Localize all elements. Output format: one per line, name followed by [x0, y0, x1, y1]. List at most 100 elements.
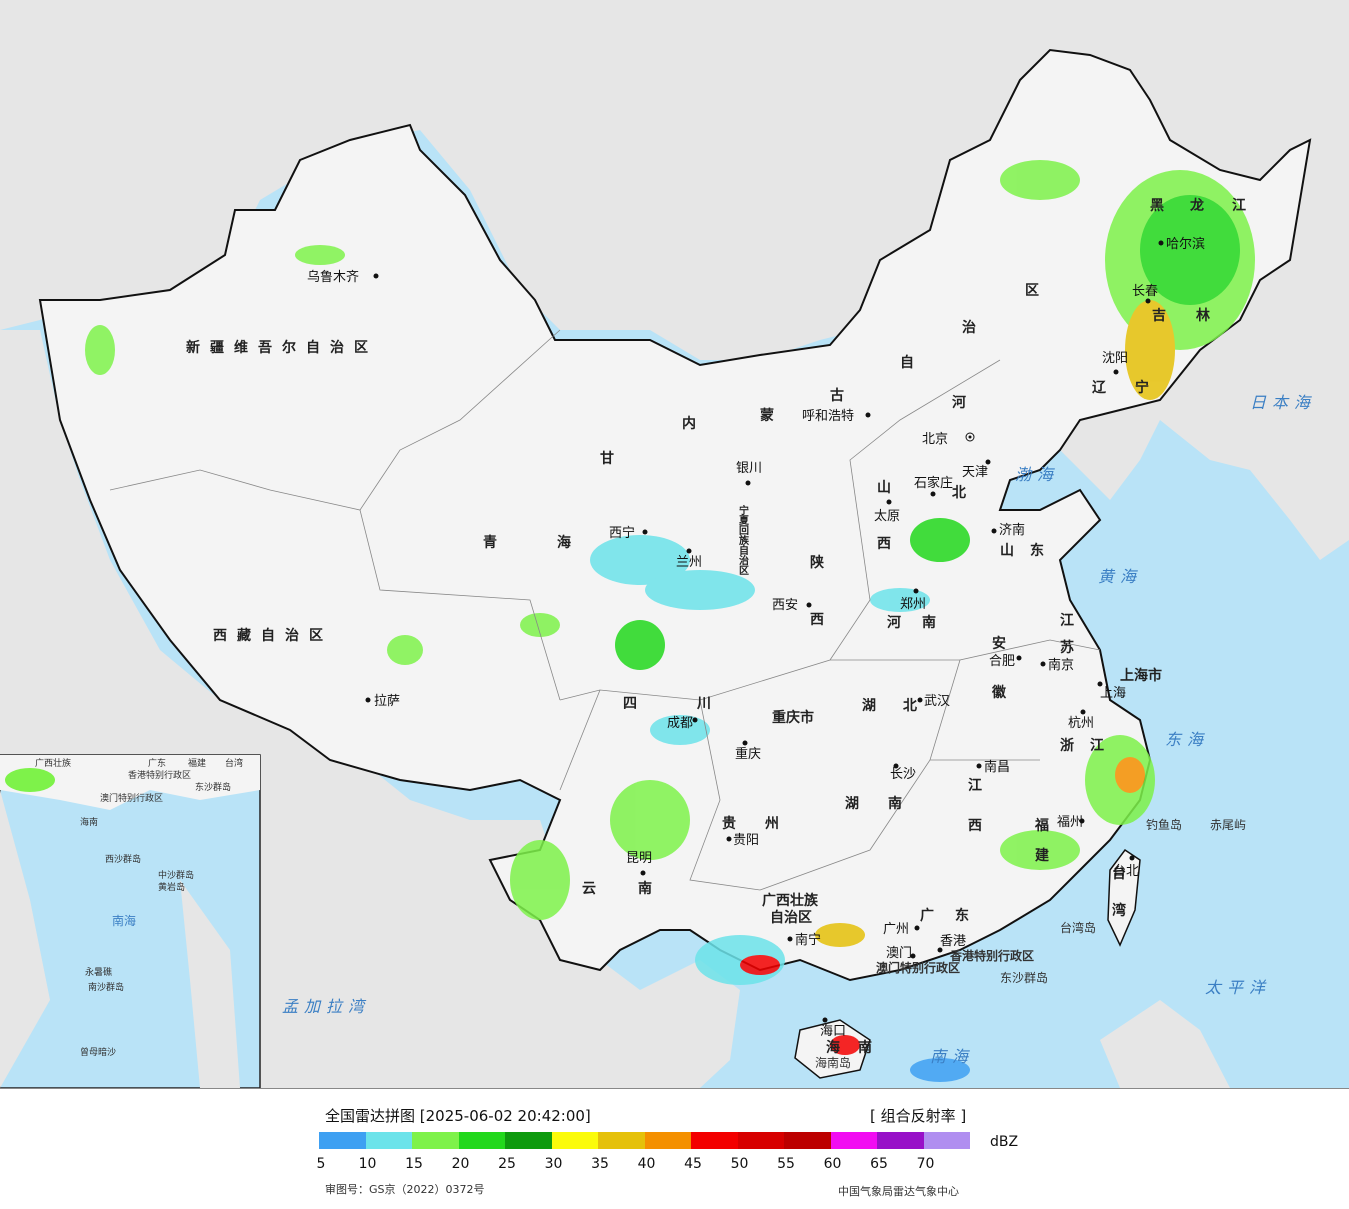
city-changsha: 长沙 — [890, 763, 916, 782]
label-japan-sea: 日本海 — [1250, 393, 1316, 412]
label-ji: 吉 — [1152, 307, 1176, 324]
china-mainland — [38, 48, 1312, 982]
city-lanzhou: 兰州 — [676, 548, 702, 570]
label-gui: 贵 — [722, 815, 746, 832]
city-chengdu: 成都 — [667, 716, 698, 731]
label-an: 安 — [992, 635, 1016, 652]
product-name: [ 组合反射率 ] — [870, 1107, 967, 1125]
svg-text:南海: 南海 — [112, 913, 136, 928]
label-yun: 云 — [582, 881, 606, 897]
label-hai: 海 — [557, 534, 581, 551]
svg-text:永暑礁: 永暑礁 — [85, 966, 112, 978]
label-jiangsu-2: 苏 — [1060, 639, 1084, 656]
svg-text:福建: 福建 — [188, 757, 206, 769]
city-labels: 乌鲁木齐 拉萨 西宁 兰州 银川 呼和浩特 北京 天津 石家庄 太原 济南 郑州… — [307, 236, 1205, 1039]
label-hu2: 湖 — [845, 796, 869, 812]
color-swatch — [644, 1132, 691, 1149]
label-nanhai: 南海 — [930, 1047, 974, 1066]
taiwan-island — [1107, 848, 1141, 947]
svg-text:长春: 长春 — [1132, 284, 1158, 299]
color-swatch — [412, 1132, 459, 1149]
svg-text:曾母暗沙: 曾母暗沙 — [80, 1046, 116, 1058]
label-zizhiqu: 自治区 — [770, 909, 812, 926]
city-jinan: 济南 — [991, 522, 1025, 538]
label-xinjiang: 新疆维吾尔自治区 — [186, 339, 378, 356]
color-swatch — [737, 1132, 784, 1149]
svg-text:海南: 海南 — [80, 816, 98, 828]
city-macau: 澳门 — [886, 945, 916, 961]
city-haikou: 海口 — [820, 1017, 846, 1039]
label-zhou: 州 — [764, 816, 789, 832]
label-henan-2: 南 — [922, 614, 946, 631]
label-diaoyu: 钓鱼岛 — [1146, 817, 1182, 832]
label-macau-sar: 澳门特别行政区 — [876, 960, 960, 975]
color-swatch — [319, 1132, 366, 1149]
label-xizang: 西藏自治区 — [213, 627, 333, 644]
label-nan: 南 — [638, 880, 662, 897]
svg-text:拉萨: 拉萨 — [374, 694, 400, 709]
city-beijing: 北京 — [922, 432, 975, 447]
svg-text:乌鲁木齐: 乌鲁木齐 — [307, 269, 359, 285]
city-harbin: 哈尔滨 — [1158, 236, 1205, 252]
label-meng: 蒙 — [760, 407, 784, 424]
label-chongqing: 重庆市 — [772, 709, 814, 726]
city-taipei: 台北 — [1113, 855, 1139, 879]
city-zhengzhou: 郑州 — [900, 588, 926, 612]
svg-text:贵阳: 贵阳 — [733, 833, 759, 848]
city-wuhan: 武汉 — [917, 694, 950, 709]
scale-tick-label: 55 — [777, 1156, 795, 1172]
svg-text:东沙群岛: 东沙群岛 — [195, 781, 231, 793]
svg-text:杭州: 杭州 — [1068, 716, 1094, 731]
svg-text:郑州: 郑州 — [900, 597, 926, 612]
svg-text:兰州: 兰州 — [676, 555, 702, 570]
city-tianjin: 天津 — [962, 459, 991, 480]
label-hui: 徽 — [991, 684, 1016, 701]
label-zhe: 浙 — [1060, 737, 1084, 754]
svg-text:长沙: 长沙 — [890, 767, 916, 782]
scale-tick-label: 65 — [870, 1156, 888, 1172]
color-swatch — [923, 1132, 970, 1149]
city-yinchuan: 银川 — [736, 461, 762, 486]
city-hohhot: 呼和浩特 — [802, 409, 871, 424]
city-xining: 西宁 — [609, 525, 648, 541]
label-jian: 建 — [1035, 847, 1059, 864]
color-swatch — [691, 1132, 738, 1149]
label-hainan-1: 海 — [826, 1039, 850, 1056]
scale-tick-label: 20 — [451, 1156, 470, 1172]
scale-tick-label: 50 — [730, 1156, 749, 1172]
label-hainan-2: 南 — [858, 1039, 882, 1056]
label-shan: 山 — [877, 480, 901, 496]
svg-text:成都: 成都 — [667, 716, 693, 731]
city-hangzhou: 杭州 — [1068, 709, 1094, 731]
color-swatch — [365, 1132, 412, 1149]
scale-tick-label: 15 — [405, 1156, 423, 1172]
color-swatch — [877, 1132, 924, 1149]
city-kunming: 昆明 — [626, 851, 652, 876]
svg-text:呼和浩特: 呼和浩特 — [802, 409, 854, 424]
svg-text:海口: 海口 — [820, 1024, 846, 1039]
label-zhejiang: 江 — [1090, 737, 1114, 754]
label-lin: 林 — [1196, 307, 1220, 324]
svg-text:香港: 香港 — [940, 934, 966, 949]
label-taiwan-island: 台湾岛 — [1060, 920, 1096, 935]
svg-text:银川: 银川 — [736, 461, 762, 476]
province-labels: 新疆维吾尔自治区 西藏自治区 青 海 甘 内 蒙 古 自 治 区 黑 龙 江 吉… — [186, 197, 1246, 1056]
label-tai: 台 — [1112, 865, 1136, 882]
label-chuan: 川 — [696, 696, 721, 712]
city-taiyuan: 太原 — [874, 499, 900, 524]
label-zi: 自 — [900, 354, 924, 371]
label-nei: 内 — [682, 415, 706, 432]
city-nanning: 南宁 — [787, 932, 821, 948]
svg-text:武汉: 武汉 — [924, 694, 950, 709]
sea-labels: 日本海 渤海 黄海 东海 太平洋 南海 孟加拉湾 — [282, 393, 1316, 1066]
label-shandong-1: 山 — [1000, 543, 1024, 559]
svg-text:台北: 台北 — [1113, 864, 1139, 879]
svg-text:太原: 太原 — [874, 509, 900, 524]
svg-text:南宁: 南宁 — [795, 932, 821, 948]
svg-text:西安: 西安 — [772, 598, 798, 613]
label-fu: 福 — [1034, 817, 1059, 834]
label-hk-sar: 香港特别行政区 — [949, 948, 1034, 963]
city-shenyang: 沈阳 — [1102, 351, 1128, 375]
label-dong: 东 — [955, 907, 979, 924]
scale-tick-label: 30 — [544, 1156, 563, 1172]
